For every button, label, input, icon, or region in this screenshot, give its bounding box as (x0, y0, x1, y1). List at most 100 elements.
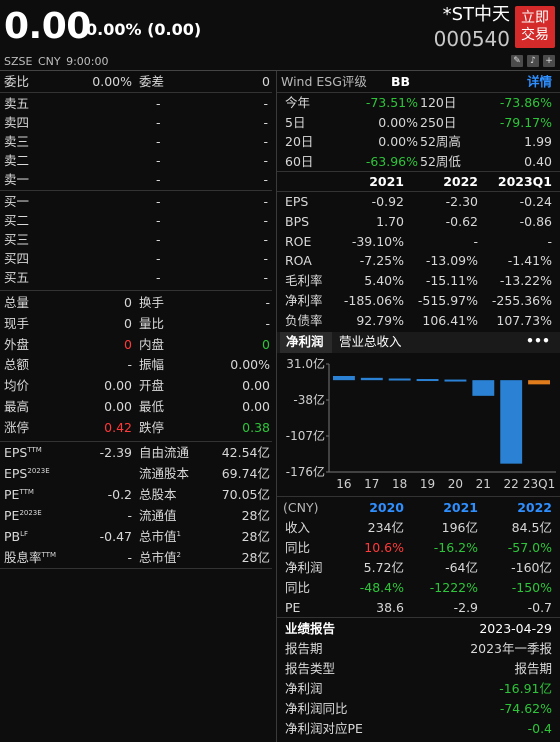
annual-row: 同比 10.6% -16.2% -57.0% (277, 538, 560, 558)
fin-row-label: 毛利率 (285, 273, 323, 289)
chart-bar (360, 377, 383, 381)
fundamental-label: 总市值1 (139, 530, 181, 544)
fin-row-value: - (473, 233, 478, 249)
sell-level-volume: - (263, 172, 268, 187)
fundamental-value: 28亿 (241, 508, 270, 523)
buy-level-row: 买三 - - (0, 230, 272, 250)
performance-value: 1.99 (524, 134, 552, 149)
quote-stat-value: 0.38 (242, 419, 270, 435)
quote-stat-value: 0 (124, 336, 132, 352)
fundamental-value: -0.47 (99, 529, 132, 544)
quote-stat-label: 振幅 (139, 357, 165, 373)
chart-bar (444, 379, 467, 382)
buy-level-label: 买三 (4, 232, 30, 247)
performance-value: -73.51% (365, 95, 418, 110)
sell-level-volume: - (263, 153, 268, 168)
trade-now-button[interactable]: 立即交易 (515, 6, 555, 48)
fin-row-label: ROA (285, 253, 312, 269)
fin-table-row: ROA -7.25% -13.09% -1.41% (277, 251, 560, 271)
report-row: 净利润同比 -74.62% (277, 699, 560, 719)
report-row-value: -74.62% (499, 701, 552, 716)
fundamental-row: EPS2023E 流通股本 69.74亿 (0, 464, 272, 484)
quote-stat-row: 总量 0 换手 - (0, 293, 272, 313)
annual-row-value: 84.5亿 (511, 520, 552, 535)
fundamental-label-suffix: 2023E (27, 466, 50, 475)
fin-row-value: -0.62 (445, 213, 478, 229)
quote-stat-label: 换手 (139, 295, 165, 310)
fin-row-value: - (547, 233, 552, 249)
sell-level-row: 卖四 - - (0, 113, 272, 133)
report-row: 报告期 2023年一季报 (277, 639, 560, 659)
more-icon[interactable]: ••• (526, 333, 550, 348)
quote-stat-label: 总额 (4, 357, 30, 373)
chart-x-tick-label: 19 (420, 477, 435, 491)
quote-stat-label: 总量 (4, 295, 30, 310)
stock-code: 000540 (433, 27, 510, 51)
quote-stat-value: 0 (124, 315, 132, 331)
fin-row-value: -7.25% (359, 253, 404, 269)
tab-net-profit[interactable]: 净利润 (280, 332, 332, 353)
edit-icon[interactable]: ✎ (511, 55, 523, 67)
fundamental-label-suffix: TTM (41, 550, 56, 559)
performance-value: -79.17% (499, 114, 552, 130)
annual-row-value: -48.4% (359, 580, 404, 595)
fin-row-value: 92.79% (356, 312, 404, 328)
sell-level-row: 卖五 - - (0, 94, 272, 114)
chart-x-tick-label: 20 (448, 477, 463, 491)
chart-bar (500, 380, 523, 464)
sell-level-price: - (156, 134, 161, 149)
fundamental-label: 流通值 (139, 509, 177, 523)
bell-icon[interactable]: ♪ (527, 55, 539, 67)
plus-icon[interactable]: + (543, 55, 555, 67)
buy-level-price: - (156, 194, 161, 209)
buy-level-volume: - (263, 270, 268, 285)
annual-row-value: -2.9 (453, 600, 478, 615)
divider (0, 290, 272, 291)
sell-level-price: - (156, 115, 161, 130)
fin-row-label: 负债率 (285, 312, 323, 328)
fundamental-label-suffix: 2 (176, 550, 181, 559)
sell-level-price: - (156, 96, 161, 111)
buy-level-volume: - (263, 251, 268, 266)
annual-row: PE 38.6 -2.9 -0.7 (277, 598, 560, 618)
chart-y-tick-label: 31.0亿 (286, 356, 325, 371)
sell-level-price: - (156, 153, 161, 168)
sell-level-label: 卖四 (4, 115, 30, 130)
annual-row-value: 196亿 (441, 520, 478, 535)
fundamental-value: 70.05亿 (221, 487, 270, 502)
weicha-label: 委差 (139, 74, 165, 89)
fundamental-row: PBLF -0.47 总市值1 28亿 (0, 527, 272, 547)
fundamental-label-suffix: TTM (27, 445, 42, 454)
fin-table-row: EPS -0.92 -2.30 -0.24 (277, 192, 560, 212)
esg-detail-link[interactable]: 详情 (526, 74, 552, 89)
buy-level-label: 买五 (4, 270, 30, 285)
report-title: 业绩报告 (285, 621, 336, 636)
quote-stat-row: 均价 0.00 开盘 0.00 (0, 376, 272, 396)
fin-row-value: 1.70 (376, 213, 404, 229)
annual-row-value: 38.6 (376, 600, 404, 615)
chart-x-tick-label: 23Q1 (523, 477, 555, 491)
report-date: 2023-04-29 (479, 621, 552, 636)
fin-row-label: 净利率 (285, 293, 323, 308)
sell-level-row: 卖二 - - (0, 151, 272, 171)
fundamental-label: 流通股本 (139, 467, 189, 481)
chart-x-tick-label: 17 (364, 477, 379, 491)
tab-revenue[interactable]: 营业总收入 (335, 332, 415, 353)
fin-header-col3: 2023Q1 (497, 174, 552, 189)
tab-net-profit-label: 净利润 (286, 334, 324, 349)
report-row: 净利润对应PE -0.4 (277, 719, 560, 739)
fundamental-value: -2.39 (99, 445, 132, 460)
fundamental-value: - (127, 550, 132, 565)
chart-y-tick-label: -107亿 (286, 428, 325, 443)
chart-bar (528, 380, 550, 385)
column-divider (276, 71, 277, 742)
sell-level-label: 卖五 (4, 96, 30, 111)
fundamental-label-text: PE (4, 487, 20, 502)
quote-stat-row: 最高 0.00 最低 0.00 (0, 397, 272, 417)
chart-y-tick-label: -38亿 (293, 392, 325, 407)
fundamental-label-text: 总市值 (139, 550, 177, 565)
header-tools: ✎ ♪ + (511, 55, 555, 67)
fundamental-label-suffix: LF (20, 529, 29, 538)
annual-row-value: -57.0% (507, 540, 552, 555)
fundamental-label-text: EPS (4, 445, 28, 460)
